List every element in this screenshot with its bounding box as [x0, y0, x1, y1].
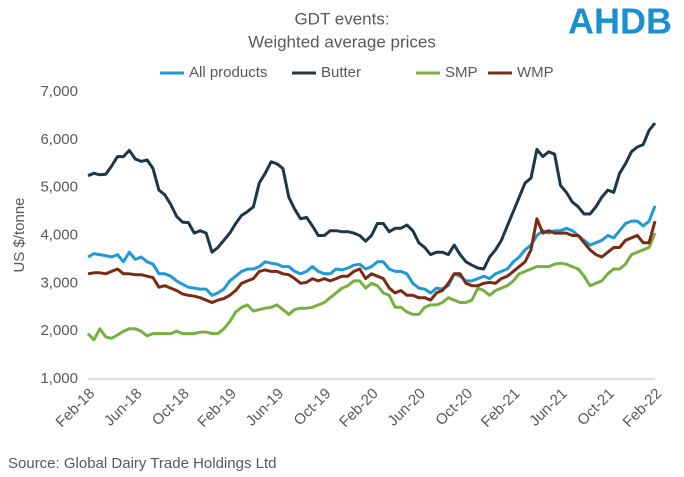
chart-subtitle: Weighted average prices	[248, 32, 436, 51]
x-tick-label: Jun-21	[526, 385, 570, 429]
y-tick-label: 1,000	[40, 370, 78, 387]
x-tick-label: Feb-22	[620, 385, 666, 431]
legend-label: Butter	[321, 64, 361, 81]
x-tick-label: Oct-18	[149, 385, 193, 429]
chart-title: GDT events:	[294, 9, 389, 28]
x-tick-label: Jun-20	[384, 385, 428, 429]
x-tick-label: Jun-19	[243, 385, 287, 429]
x-tick-label: Feb-19	[194, 385, 240, 431]
line-series	[87, 217, 657, 304]
legend-label: All products	[189, 64, 267, 81]
x-tick-label: Oct-20	[432, 385, 476, 429]
line-series	[87, 205, 657, 297]
x-tick-label: Feb-20	[336, 385, 382, 431]
x-tick-label: Oct-21	[574, 385, 618, 429]
y-tick-label: 3,000	[40, 274, 78, 291]
y-tick-label: 4,000	[40, 226, 78, 243]
source: Source: Global Dairy Trade Holdings Ltd	[8, 455, 276, 472]
line-series	[86, 232, 657, 342]
x-tick-label: Feb-18	[53, 385, 99, 431]
line-series	[87, 122, 657, 271]
y-tick-label: 7,000	[40, 83, 78, 100]
y-tick-label: 2,000	[40, 322, 78, 339]
legend-label: SMP	[445, 64, 478, 81]
logo: AHDB	[568, 1, 672, 42]
x-tick-label: Feb-21	[478, 385, 524, 431]
x-tick-label: Oct-19	[291, 385, 335, 429]
legend-label: WMP	[517, 64, 554, 81]
y-tick-label: 6,000	[40, 131, 78, 148]
y-axis-label: US $/tonne	[11, 197, 28, 272]
x-tick-label: Jun-18	[101, 385, 145, 429]
y-tick-label: 5,000	[40, 179, 78, 196]
